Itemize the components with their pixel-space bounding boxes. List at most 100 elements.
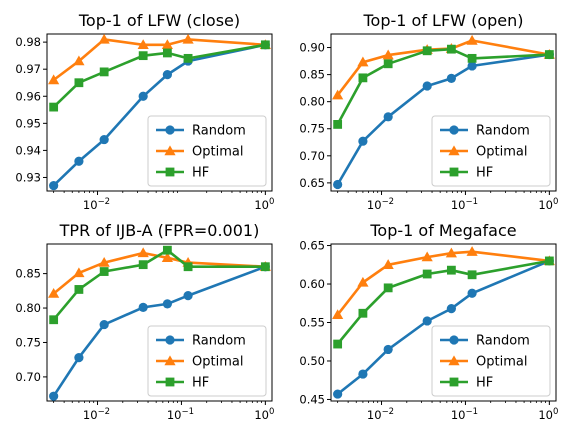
- data-point-optimal: [137, 39, 149, 50]
- data-point-optimal: [445, 247, 457, 258]
- x-tick-label: 10−1: [451, 197, 478, 212]
- data-point-hf: [183, 53, 193, 63]
- x-tick-label: 10−1: [167, 407, 194, 422]
- legend: Random Optimal HF: [147, 325, 267, 397]
- legend-label-random: Random: [476, 334, 530, 349]
- legend-marker-optimal: [448, 355, 460, 366]
- data-point-hf: [162, 48, 172, 58]
- y-tick-label: 0.85: [299, 68, 325, 82]
- data-point-optimal: [161, 252, 173, 262]
- y-tick-label: 0.75: [15, 335, 41, 349]
- series-line-optimal: [52, 38, 266, 82]
- legend-label-random: Random: [192, 124, 246, 139]
- chart-title: TPR of IJB-A (FPR=0.001): [59, 221, 260, 240]
- data-point-optimal: [48, 74, 60, 85]
- legend-marker-hf: [449, 167, 459, 177]
- x-tick-label: 10−1: [451, 407, 478, 422]
- x-tick-label: 10−2: [83, 407, 110, 422]
- data-point-random: [467, 61, 477, 71]
- series-hf: [49, 40, 270, 112]
- legend-marker-random: [449, 335, 459, 345]
- y-tick-label: 0.93: [15, 170, 41, 184]
- data-point-optimal: [466, 34, 478, 45]
- data-point-hf: [358, 73, 368, 83]
- series-hf: [333, 256, 554, 349]
- legend: Random Optimal HF: [431, 325, 551, 397]
- data-point-hf: [333, 120, 343, 129]
- y-tick-label: 0.75: [299, 122, 325, 136]
- chart-title: Top-1 of LFW (close): [78, 11, 240, 30]
- legend-label-hf: HF: [192, 166, 209, 181]
- data-point-optimal: [98, 33, 110, 44]
- legend-label-optimal: Optimal: [476, 145, 527, 160]
- y-tick-label: 0.60: [299, 277, 325, 291]
- data-point-hf: [446, 44, 456, 54]
- data-point-random: [467, 288, 477, 298]
- y-tick-label: 0.97: [15, 62, 41, 76]
- data-point-hf: [422, 269, 432, 279]
- legend-marker-random: [449, 125, 459, 135]
- data-point-random: [74, 353, 84, 363]
- legend-marker-random: [165, 335, 175, 345]
- data-point-optimal: [357, 276, 369, 287]
- series-optimal: [332, 34, 555, 100]
- data-point-hf: [260, 262, 270, 272]
- series-optimal: [332, 246, 555, 320]
- data-point-optimal: [332, 89, 344, 100]
- data-point-hf: [49, 315, 59, 325]
- data-point-hf: [446, 265, 456, 275]
- y-tick-label: 0.90: [299, 41, 325, 55]
- data-point-optimal: [73, 267, 85, 278]
- y-tick-label: 0.55: [299, 316, 325, 330]
- y-tick-label: 0.50: [299, 354, 325, 368]
- data-point-random: [422, 81, 432, 91]
- data-point-hf: [467, 53, 477, 63]
- legend-box: [431, 325, 551, 397]
- data-point-hf: [74, 285, 84, 294]
- data-point-random: [162, 299, 172, 309]
- data-point-optimal: [382, 259, 394, 269]
- data-point-random: [422, 316, 432, 326]
- legend-marker-optimal: [164, 145, 176, 156]
- legend-box: [431, 115, 551, 187]
- data-point-random: [49, 391, 59, 401]
- legend-label-hf: HF: [476, 166, 493, 181]
- data-point-random: [99, 134, 109, 145]
- legend-marker-hf: [165, 377, 175, 387]
- legend: Random Optimal HF: [431, 115, 551, 187]
- y-tick-label: 0.96: [15, 89, 41, 103]
- data-point-hf: [138, 260, 148, 270]
- legend-box: [147, 115, 267, 187]
- data-point-hf: [49, 102, 59, 112]
- data-point-optimal: [382, 49, 394, 60]
- axes-frame: [46, 33, 273, 192]
- data-point-random: [183, 291, 193, 301]
- x-tick-label: 100: [538, 407, 558, 422]
- data-point-random: [333, 389, 343, 399]
- data-point-optimal: [421, 251, 433, 262]
- y-tick-label: 0.98: [15, 35, 41, 49]
- legend-marker-random: [165, 125, 175, 135]
- data-point-random: [446, 73, 456, 83]
- legend-marker-optimal: [448, 145, 460, 156]
- series-random: [333, 256, 554, 399]
- data-point-hf: [138, 51, 148, 61]
- x-tick-label: 100: [538, 197, 558, 212]
- y-tick-label: 0.95: [15, 116, 41, 130]
- y-tick-label: 0.65: [299, 176, 325, 190]
- data-point-hf: [162, 245, 172, 255]
- x-tick-label: 10−2: [83, 197, 110, 212]
- axes-frame: [330, 33, 557, 192]
- data-point-hf: [544, 256, 554, 266]
- data-point-random: [138, 91, 148, 101]
- data-point-hf: [74, 78, 84, 88]
- data-point-hf: [544, 50, 554, 59]
- series-line-optimal: [52, 251, 266, 295]
- data-point-hf: [183, 262, 193, 272]
- axes-frame: [46, 243, 273, 402]
- y-tick-label: 0.45: [299, 392, 325, 406]
- data-point-optimal: [332, 309, 344, 320]
- legend-box: [147, 325, 267, 397]
- data-point-optimal: [48, 287, 60, 298]
